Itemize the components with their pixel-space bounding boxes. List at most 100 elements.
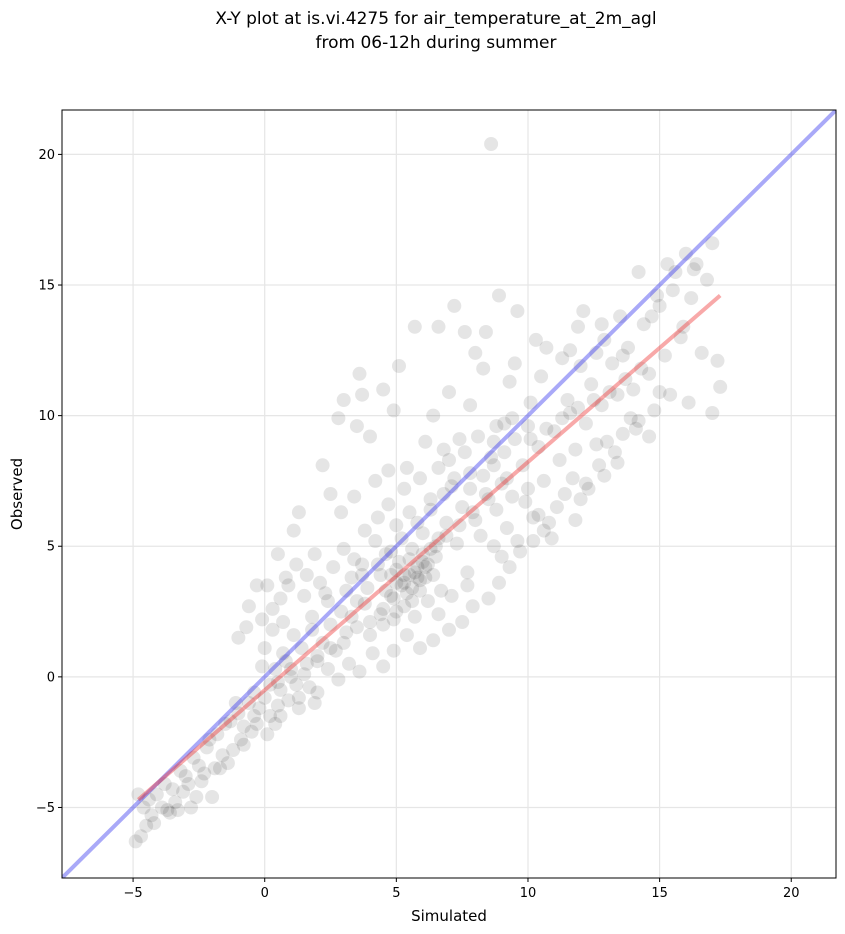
- data-point: [415, 547, 430, 562]
- data-point: [428, 549, 443, 564]
- data-point: [323, 487, 338, 501]
- data-point: [231, 630, 246, 645]
- data-point: [310, 685, 325, 700]
- data-point: [289, 557, 304, 572]
- data-point: [381, 463, 396, 478]
- data-point: [460, 578, 475, 593]
- chart-title-line2: from 06-12h during summer: [316, 33, 557, 53]
- data-point: [336, 541, 351, 556]
- data-point: [228, 696, 243, 710]
- data-point: [386, 591, 401, 606]
- x-tick-label: 5: [392, 886, 400, 901]
- data-point: [431, 531, 446, 546]
- data-point: [194, 774, 209, 789]
- data-point: [331, 411, 346, 426]
- data-point: [323, 641, 338, 656]
- data-point: [207, 761, 222, 776]
- data-point: [365, 646, 380, 661]
- data-point: [607, 445, 622, 460]
- data-point: [402, 505, 417, 520]
- data-point: [460, 565, 475, 580]
- data-point: [349, 620, 364, 635]
- data-point: [423, 492, 438, 507]
- data-point: [420, 594, 435, 609]
- data-point: [663, 387, 678, 402]
- data-point: [536, 523, 551, 538]
- data-point: [378, 583, 393, 598]
- data-point: [505, 411, 520, 426]
- data-point: [539, 340, 554, 355]
- data-point: [286, 523, 301, 538]
- data-point: [241, 696, 256, 710]
- data-point: [273, 682, 288, 697]
- data-point: [226, 743, 241, 757]
- data-point: [536, 473, 551, 488]
- data-point: [223, 714, 238, 729]
- data-point: [463, 398, 478, 413]
- data-point: [613, 309, 628, 324]
- data-point: [586, 393, 601, 407]
- data-point: [626, 382, 641, 397]
- data-point: [407, 565, 422, 580]
- data-point: [513, 544, 528, 559]
- data-point: [189, 790, 204, 804]
- data-point: [376, 382, 391, 397]
- y-tick-label: 20: [38, 148, 55, 163]
- data-point: [310, 654, 325, 669]
- data-point: [418, 570, 433, 585]
- data-point: [597, 332, 612, 347]
- data-point: [410, 570, 425, 585]
- data-point: [542, 515, 556, 530]
- data-point: [705, 406, 720, 420]
- data-point: [507, 432, 522, 447]
- data-point: [370, 510, 385, 525]
- data-point: [442, 453, 456, 467]
- data-point: [521, 419, 535, 434]
- data-point: [315, 458, 330, 473]
- data-point: [263, 677, 277, 692]
- data-point: [257, 690, 272, 705]
- data-point: [402, 568, 417, 582]
- data-point: [247, 685, 262, 700]
- data-point: [571, 319, 585, 334]
- data-point: [297, 588, 312, 603]
- data-point: [431, 607, 446, 622]
- data-point: [265, 601, 280, 616]
- data-point: [202, 732, 217, 747]
- data-point: [370, 557, 385, 572]
- data-point: [389, 562, 404, 577]
- data-point: [452, 518, 467, 533]
- data-point: [342, 656, 356, 671]
- data-point: [413, 641, 427, 656]
- data-point: [581, 481, 596, 496]
- data-point: [407, 609, 422, 624]
- data-point: [368, 534, 383, 548]
- data-point: [305, 622, 320, 637]
- data-point: [531, 507, 546, 522]
- data-point: [544, 531, 559, 546]
- data-point: [307, 547, 322, 562]
- data-point: [415, 526, 430, 541]
- data-point: [405, 581, 420, 595]
- data-point: [573, 359, 588, 373]
- data-point: [678, 246, 693, 261]
- data-point: [378, 547, 393, 562]
- data-point: [426, 408, 441, 423]
- data-point: [213, 761, 227, 776]
- data-point: [270, 675, 285, 690]
- data-point: [531, 440, 546, 454]
- data-point: [347, 552, 362, 567]
- data-point: [578, 476, 593, 491]
- data-point: [320, 594, 335, 609]
- data-point: [518, 494, 533, 509]
- data-point: [178, 769, 193, 784]
- data-point: [397, 481, 412, 496]
- data-point: [557, 487, 572, 501]
- data-point: [355, 568, 370, 582]
- data-point: [449, 536, 464, 551]
- data-point: [423, 502, 438, 517]
- data-point: [642, 366, 657, 381]
- data-point: [307, 696, 322, 710]
- data-point: [594, 317, 609, 332]
- data-point: [492, 575, 506, 590]
